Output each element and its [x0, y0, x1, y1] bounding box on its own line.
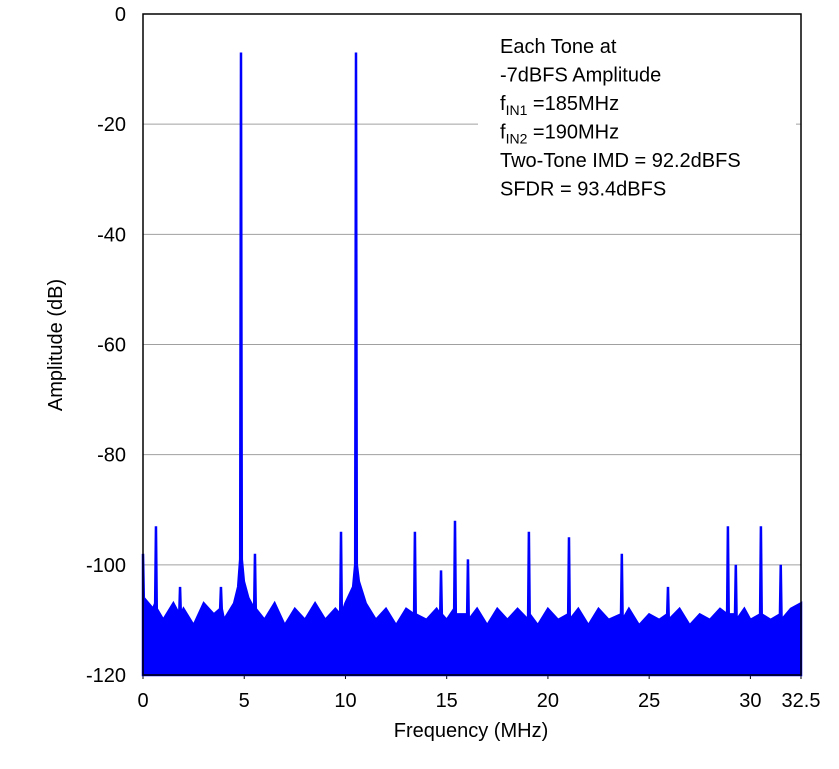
plot-frame	[142, 13, 802, 676]
annotation-text: f	[500, 93, 506, 115]
annotation-line: Two-Tone IMD = 92.2dBFS	[500, 150, 741, 172]
y-tick-label: -80	[97, 445, 126, 467]
y-tick-label: -40	[97, 224, 126, 246]
annotation-text: SFDR = 93.4dBFS	[500, 179, 666, 201]
y-axis-label: Amplitude (dB)	[45, 279, 67, 411]
x-tick-label: 32.5	[782, 690, 821, 712]
annotation-line: SFDR = 93.4dBFS	[500, 179, 666, 201]
y-tick-label: -20	[97, 114, 126, 136]
x-tick-label: 30	[739, 690, 761, 712]
annotation-text: -7dBFS Amplitude	[500, 65, 661, 87]
y-tick-label: 0	[115, 4, 126, 26]
annotation-line: fIN2 =190MHz	[500, 122, 619, 147]
x-tick-label: 5	[239, 690, 250, 712]
annotation-text: =190MHz	[527, 122, 619, 144]
x-axis-label: Frequency (MHz)	[394, 720, 548, 742]
annotation-line: fIN1 =185MHz	[500, 93, 619, 118]
x-tick-label: 10	[334, 690, 356, 712]
annotation-line: Each Tone at	[500, 36, 617, 58]
annotation-text: Each Tone at	[500, 36, 617, 58]
x-tick-label: 0	[137, 690, 148, 712]
annotation-line: -7dBFS Amplitude	[500, 65, 661, 87]
annotation-background	[478, 28, 796, 210]
annotation-text: Two-Tone IMD = 92.2dBFS	[500, 150, 741, 172]
annotation-text: f	[500, 122, 506, 144]
spectrum	[141, 52, 803, 677]
y-tick-label: -120	[86, 665, 126, 687]
annotation-subscript: IN1	[506, 102, 528, 118]
x-tick-label: 25	[638, 690, 660, 712]
x-tick-label: 20	[537, 690, 559, 712]
y-tick-label: -60	[97, 335, 126, 357]
x-tick-label: 15	[436, 690, 458, 712]
y-tick-label: -100	[86, 555, 126, 577]
annotation-text: =185MHz	[527, 93, 619, 115]
annotation-subscript: IN2	[506, 131, 528, 147]
